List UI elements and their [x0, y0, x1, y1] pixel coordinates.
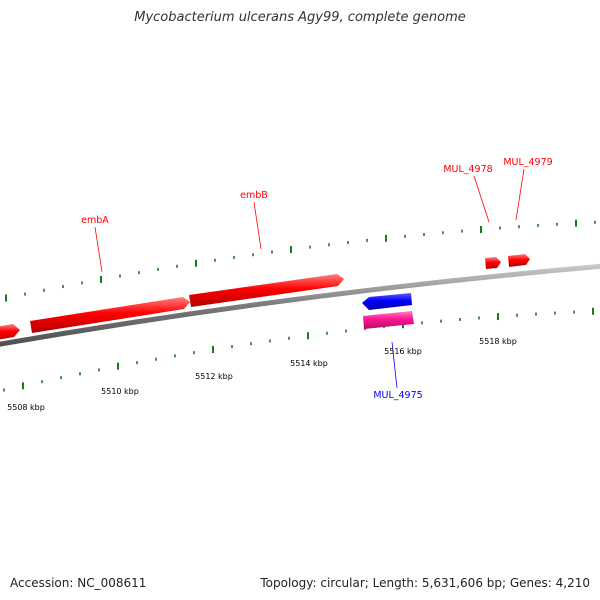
gene-arrow-MUL_4979[interactable] — [508, 254, 530, 267]
map-title: Mycobacterium ulcerans Agy99, complete g… — [134, 10, 466, 25]
gene-label-MUL_4975[interactable]: MUL_4975 — [373, 390, 422, 401]
pointer-MUL_4978 — [473, 175, 490, 223]
scale-label-5516: 5516 kbp — [384, 347, 422, 356]
gene-arrow-embA[interactable] — [30, 297, 190, 333]
gene-label-MUL_4979[interactable]: MUL_4979 — [503, 157, 552, 168]
gene-label-embB[interactable]: embB — [240, 190, 268, 201]
scale-labels: 5508 kbp 5510 kbp 5512 kbp 5514 kbp 5516… — [7, 337, 517, 412]
accession-text: Accession: NC_008611 — [10, 576, 147, 590]
rna-gene-bar[interactable] — [363, 311, 414, 329]
scale-label-5518: 5518 kbp — [479, 337, 517, 346]
pointer-embB — [253, 201, 262, 250]
gene-label-MUL_4978[interactable]: MUL_4978 — [443, 164, 492, 175]
gene-arrow-left-edge[interactable] — [0, 324, 20, 340]
genome-summary-text: Topology: circular; Length: 5,631,606 bp… — [260, 576, 590, 590]
scale-label-5508: 5508 kbp — [7, 403, 45, 412]
reverse-genes — [362, 293, 414, 329]
forward-genes — [0, 254, 530, 340]
label-pointers — [94, 168, 525, 389]
gene-arrow-MUL_4978[interactable] — [485, 257, 501, 269]
scale-label-5512: 5512 kbp — [195, 372, 233, 381]
genome-backbone — [0, 263, 600, 347]
gene-labels: embA embB MUL_4978 MUL_4979 MUL_4975 — [81, 157, 553, 401]
pointer-MUL_4979 — [515, 168, 525, 221]
gene-arrow-MUL_4975[interactable] — [362, 293, 412, 310]
scale-label-5510: 5510 kbp — [101, 387, 139, 396]
scale-label-5514: 5514 kbp — [290, 359, 328, 368]
gene-arrow-embB[interactable] — [189, 274, 344, 307]
gene-label-embA[interactable]: embA — [81, 215, 109, 226]
pointer-embA — [94, 226, 103, 273]
pointer-MUL_4975 — [391, 341, 398, 389]
lower-tick-row — [3, 307, 594, 392]
upper-tick-row — [5, 219, 596, 302]
